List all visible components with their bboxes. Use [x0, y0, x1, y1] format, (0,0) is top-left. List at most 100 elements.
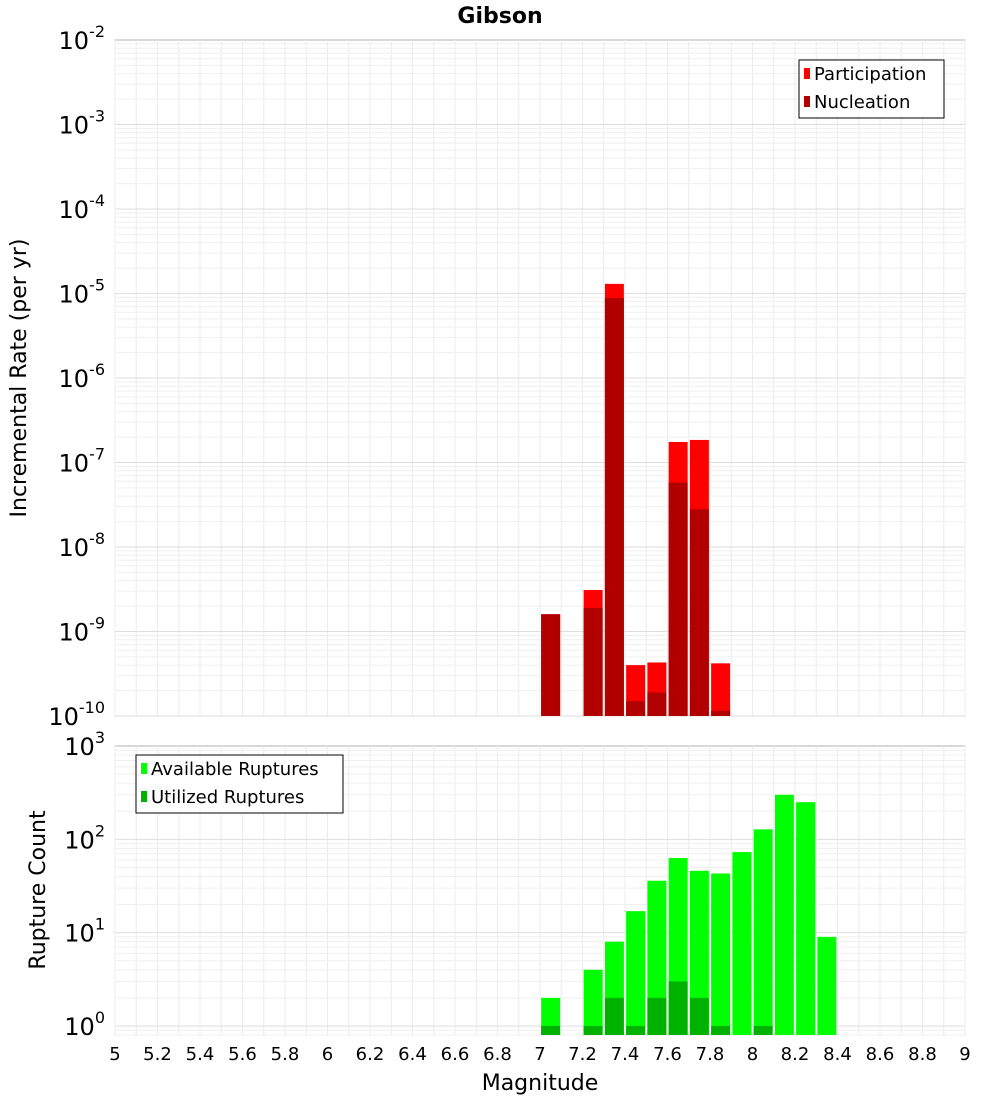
count-bar-primary — [647, 880, 667, 1035]
rate-bar-secondary — [711, 710, 731, 716]
rate-y-tick-label: 10-5 — [59, 276, 106, 309]
rate-y-ticks: 10-210-310-410-510-610-710-810-910-10 — [48, 22, 105, 731]
count-bar-secondary — [583, 1025, 603, 1035]
y-tick-exponent: -2 — [89, 22, 105, 41]
x-tick-label: 5.2 — [143, 1044, 172, 1065]
rate-legend-swatch — [804, 68, 810, 79]
rate-bar-secondary — [583, 607, 603, 716]
y-tick-exponent: 3 — [95, 728, 105, 747]
count-bar-primary — [774, 794, 794, 1035]
x-tick-label: 7 — [534, 1044, 545, 1065]
y-tick-base: 10 — [59, 281, 90, 309]
y-tick-base: 10 — [59, 27, 90, 55]
x-tick-label: 8 — [747, 1044, 758, 1065]
count-legend-label: Available Ruptures — [151, 759, 319, 780]
x-tick-label: 6.8 — [483, 1044, 512, 1065]
x-tick-label: 6.2 — [356, 1044, 385, 1065]
y-tick-base: 10 — [64, 1013, 95, 1041]
count-y-tick-label: 100 — [64, 1008, 105, 1041]
y-tick-exponent: -8 — [89, 529, 105, 548]
count-bar-primary — [817, 936, 837, 1035]
y-tick-exponent: -4 — [89, 191, 105, 210]
x-tick-label: 5.4 — [186, 1044, 215, 1065]
count-bar-primary — [689, 870, 709, 1035]
y-tick-exponent: -9 — [89, 614, 105, 633]
rate-y-tick-label: 10-7 — [59, 445, 106, 478]
y-tick-exponent: -7 — [89, 445, 105, 464]
y-tick-base: 10 — [59, 534, 90, 562]
count-bar-primary — [732, 852, 752, 1035]
y-tick-exponent: -10 — [79, 698, 105, 717]
x-tick-label: 6 — [322, 1044, 333, 1065]
count-legend-swatch — [141, 791, 147, 802]
y-tick-base: 10 — [59, 112, 90, 140]
x-tick-label: 6.4 — [398, 1044, 427, 1065]
count-bar-primary — [626, 911, 646, 1035]
count-bar-secondary — [689, 997, 709, 1035]
rate-y-tick-label: 10-2 — [59, 22, 106, 55]
x-tick-label: 8.4 — [823, 1044, 852, 1065]
rate-legend-box — [798, 59, 945, 119]
rate-legend-label: Nucleation — [814, 92, 910, 113]
count-bar-primary — [711, 873, 731, 1035]
count-y-axis-label: Rupture Count — [26, 810, 51, 970]
rate-plot: 10-210-310-410-510-610-710-810-910-10 In… — [7, 22, 966, 731]
rate-gridlines — [114, 40, 966, 717]
count-bar-secondary — [711, 1025, 731, 1035]
count-legend-box — [135, 754, 344, 814]
count-bar-secondary — [753, 1025, 773, 1035]
x-tick-label: 7.4 — [611, 1044, 640, 1065]
y-tick-exponent: -3 — [89, 107, 105, 126]
rate-bar-secondary — [541, 614, 561, 716]
rate-legend: Participation Nucleation — [798, 59, 945, 119]
rate-bars — [541, 283, 731, 716]
count-bar-secondary — [668, 981, 688, 1035]
count-bar-primary — [796, 802, 816, 1035]
y-tick-base: 10 — [64, 920, 95, 948]
x-tick-label: 9 — [959, 1044, 970, 1065]
y-tick-base: 10 — [59, 365, 90, 393]
rate-y-tick-label: 10-4 — [59, 191, 106, 224]
count-y-tick-label: 102 — [64, 821, 105, 854]
rate-bar-secondary — [604, 298, 624, 716]
x-tick-label: 8.2 — [781, 1044, 810, 1065]
count-bar-primary — [541, 997, 561, 1035]
x-axis-label: Magnitude — [482, 1071, 599, 1096]
x-tick-label: 7.8 — [696, 1044, 725, 1065]
y-tick-exponent: -5 — [89, 276, 105, 295]
y-tick-exponent: -6 — [89, 360, 105, 379]
count-y-tick-label: 101 — [64, 915, 105, 948]
y-tick-base: 10 — [64, 826, 95, 854]
rate-bar-secondary — [626, 701, 646, 716]
count-bar-primary — [583, 969, 603, 1035]
count-bar-secondary — [647, 997, 667, 1035]
y-tick-base: 10 — [59, 196, 90, 224]
count-legend-swatch — [141, 763, 147, 774]
y-tick-base: 10 — [64, 733, 95, 761]
rate-bar-secondary — [647, 692, 667, 716]
y-tick-exponent: 1 — [95, 915, 105, 934]
y-tick-base: 10 — [59, 450, 90, 478]
y-tick-exponent: 2 — [95, 821, 105, 840]
x-tick-label: 6.6 — [441, 1044, 470, 1065]
count-bar-secondary — [626, 1025, 646, 1035]
x-tick-label: 8.8 — [908, 1044, 937, 1065]
count-bar-primary — [753, 829, 773, 1035]
rate-y-tick-label: 10-9 — [59, 614, 106, 647]
count-bar-secondary — [541, 1025, 561, 1035]
x-tick-label: 5.6 — [228, 1044, 257, 1065]
count-y-tick-label: 103 — [64, 728, 105, 761]
rate-y-tick-label: 10-8 — [59, 529, 106, 562]
rate-y-tick-label: 10-3 — [59, 107, 106, 140]
rate-bar-primary — [711, 663, 731, 716]
y-tick-exponent: 0 — [95, 1008, 105, 1027]
count-bars — [541, 794, 837, 1035]
x-tick-label: 8.6 — [866, 1044, 895, 1065]
x-axis-ticks: 5 5.2 5.4 5.6 5.8 6 6.2 6.4 6.6 6.8 7 7.2 7.4 7.6 7.8 8… — [109, 1044, 970, 1065]
rate-y-tick-label: 10-10 — [48, 698, 105, 731]
y-tick-base: 10 — [59, 619, 90, 647]
y-tick-base: 10 — [48, 703, 79, 731]
